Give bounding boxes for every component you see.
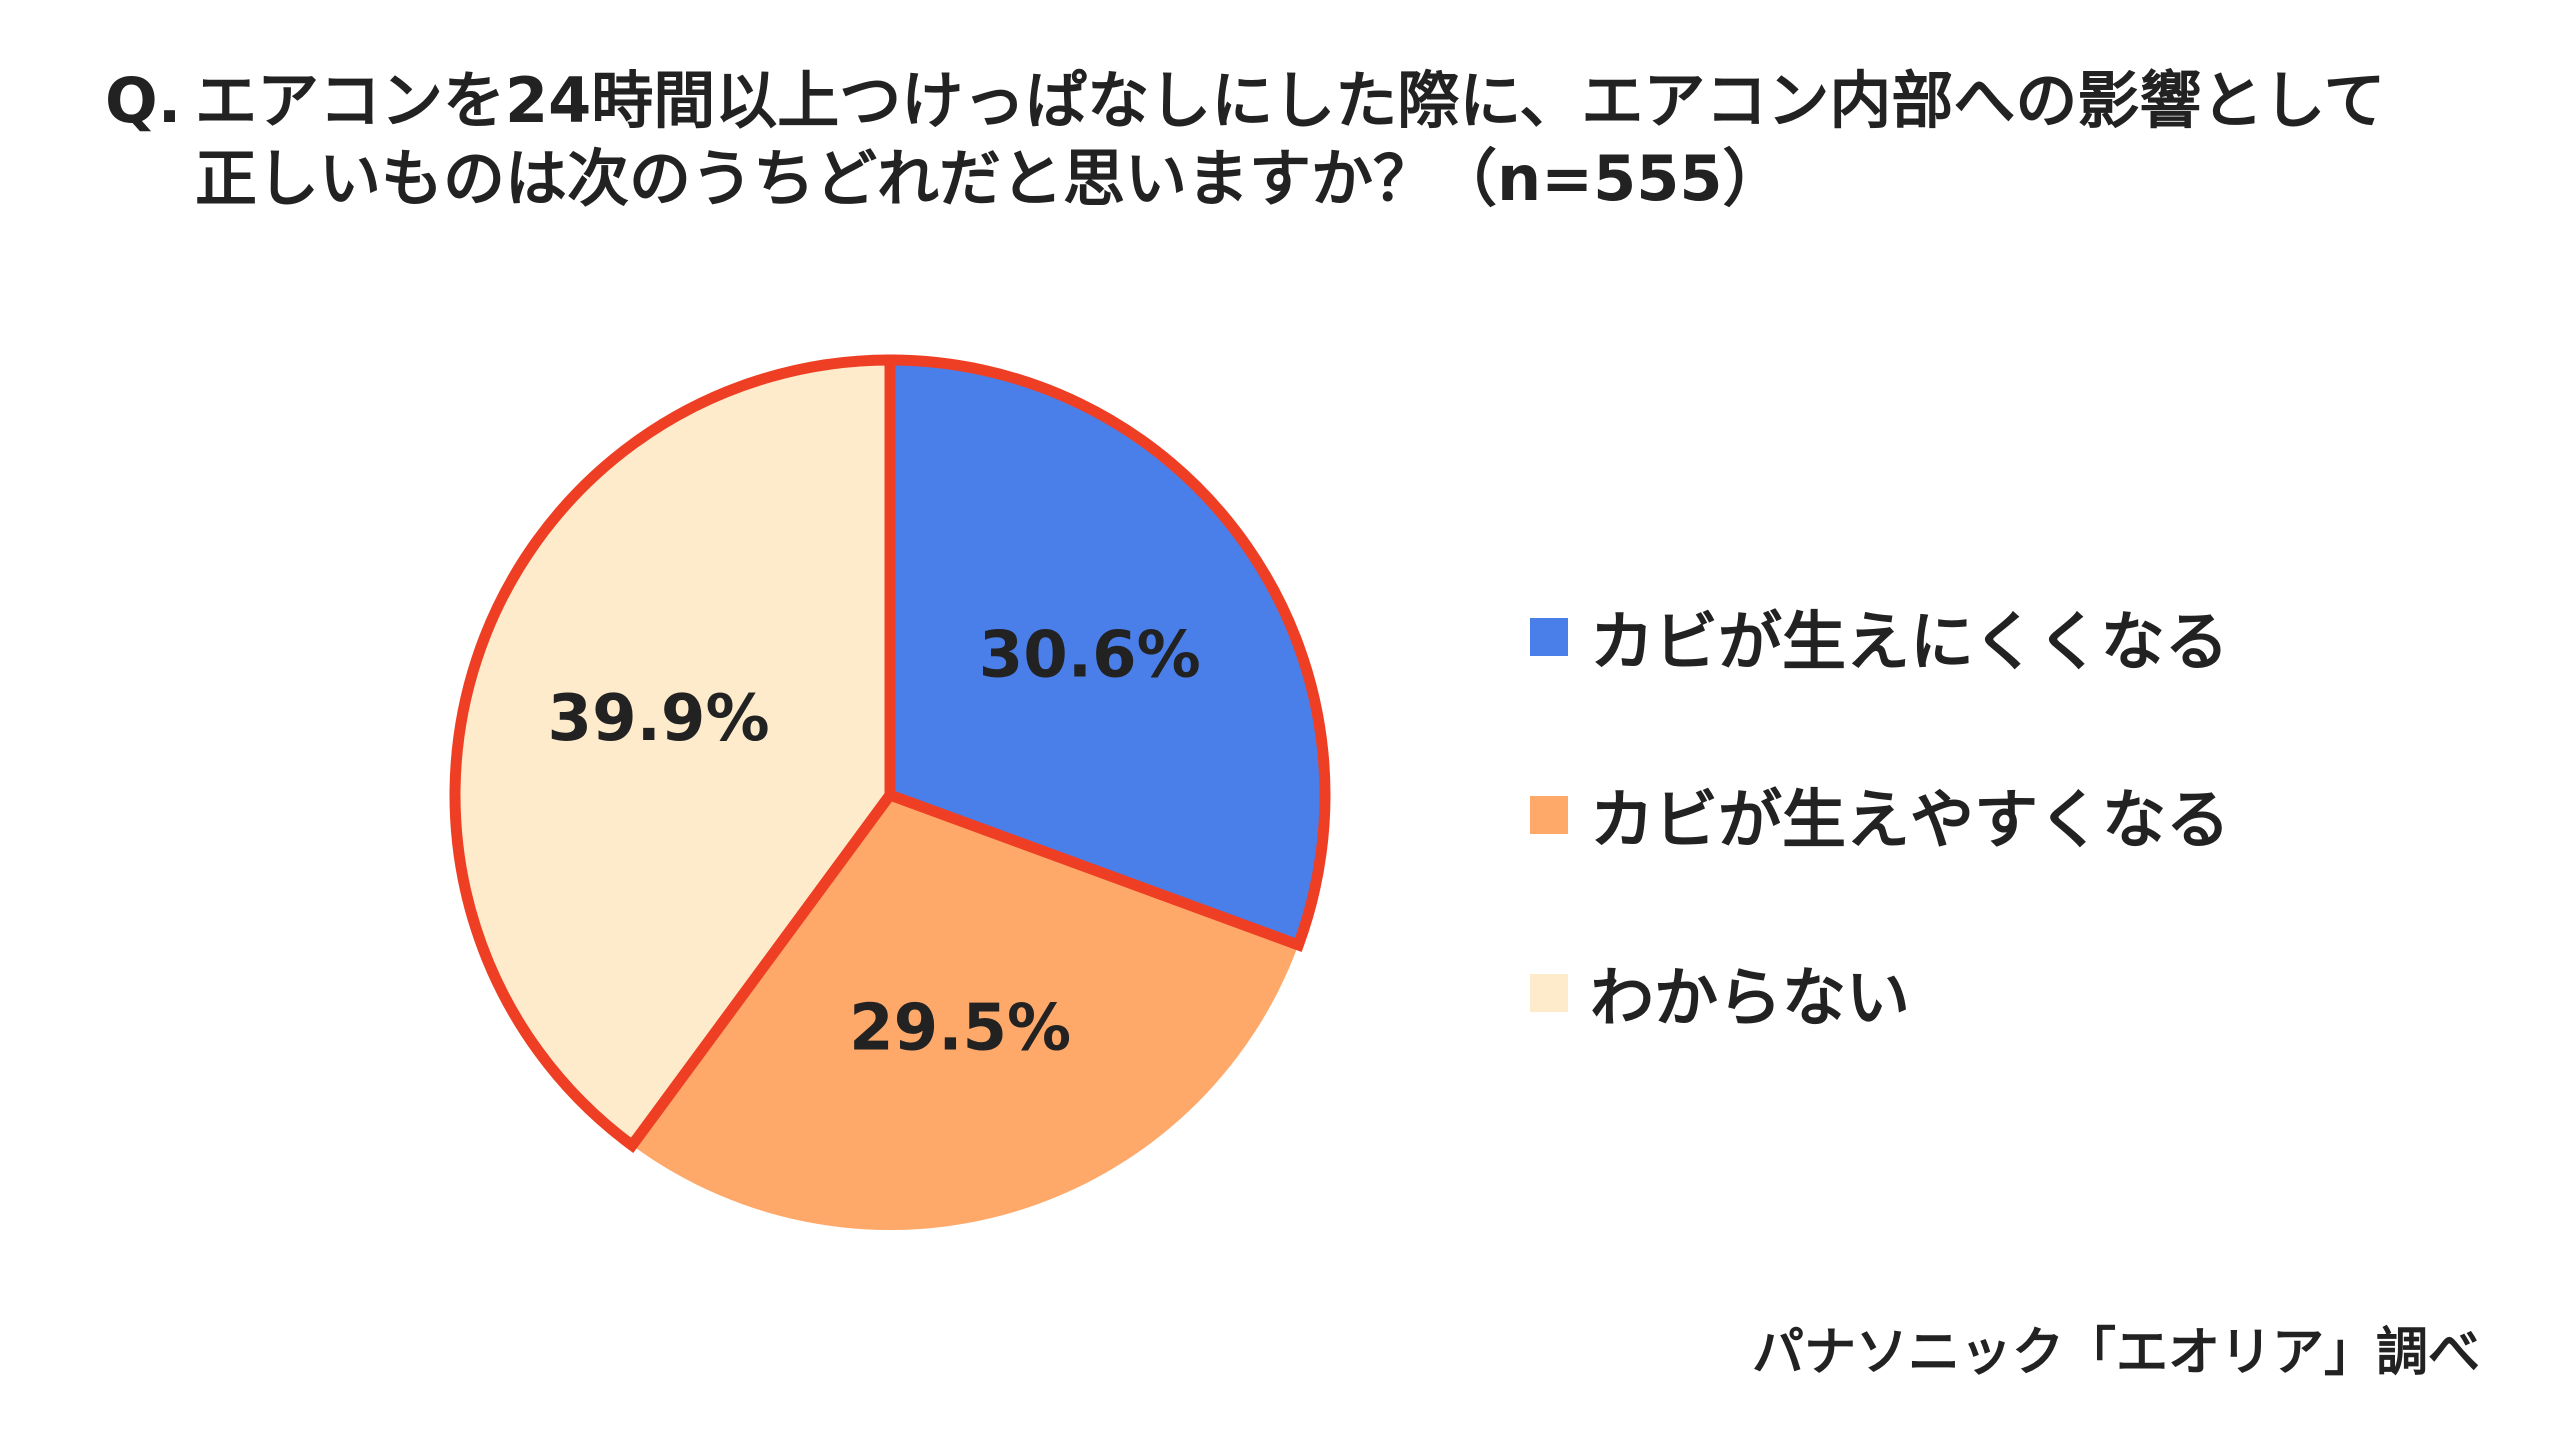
pie-slice xyxy=(632,795,1299,1230)
pie-slice xyxy=(890,360,1325,945)
slice-value-label: 30.6% xyxy=(979,619,1201,693)
title-prefix: Q. xyxy=(105,64,182,137)
legend-swatch xyxy=(1530,618,1568,656)
slice-outline xyxy=(884,354,1331,952)
legend-label: カビが生えにくくなる xyxy=(1590,606,2229,680)
title-line-2: 正しいものは次のうちどれだと思いますか？（n=555） xyxy=(195,142,1785,215)
legend-swatch xyxy=(1530,974,1568,1012)
legend-swatch xyxy=(1530,796,1568,834)
legend-label: カビが生えやすくなる xyxy=(1590,784,2230,858)
legend-label: わからない xyxy=(1590,962,1910,1036)
slice-outline xyxy=(449,354,896,1154)
slice-value-label: 39.9% xyxy=(548,682,770,756)
title-line-1: エアコンを24時間以上つけっぱなしにした際に、エアコン内部への影響として xyxy=(195,64,2386,137)
chart-title: Q. エアコンを24時間以上つけっぱなしにした際に、エアコン内部への影響として 正… xyxy=(105,62,2505,218)
legend-item: カビが生えにくくなる xyxy=(1530,592,2230,682)
legend: カビが生えにくくなる カビが生えやすくなる わからない xyxy=(1530,592,2230,1126)
pie-slice xyxy=(455,360,890,1146)
source-note: パナソニック「エオリア」調べ xyxy=(1751,1323,2480,1383)
slice-value-label: 29.5% xyxy=(849,991,1071,1065)
legend-item: わからない xyxy=(1530,948,2230,1038)
legend-item: カビが生えやすくなる xyxy=(1530,770,2230,860)
